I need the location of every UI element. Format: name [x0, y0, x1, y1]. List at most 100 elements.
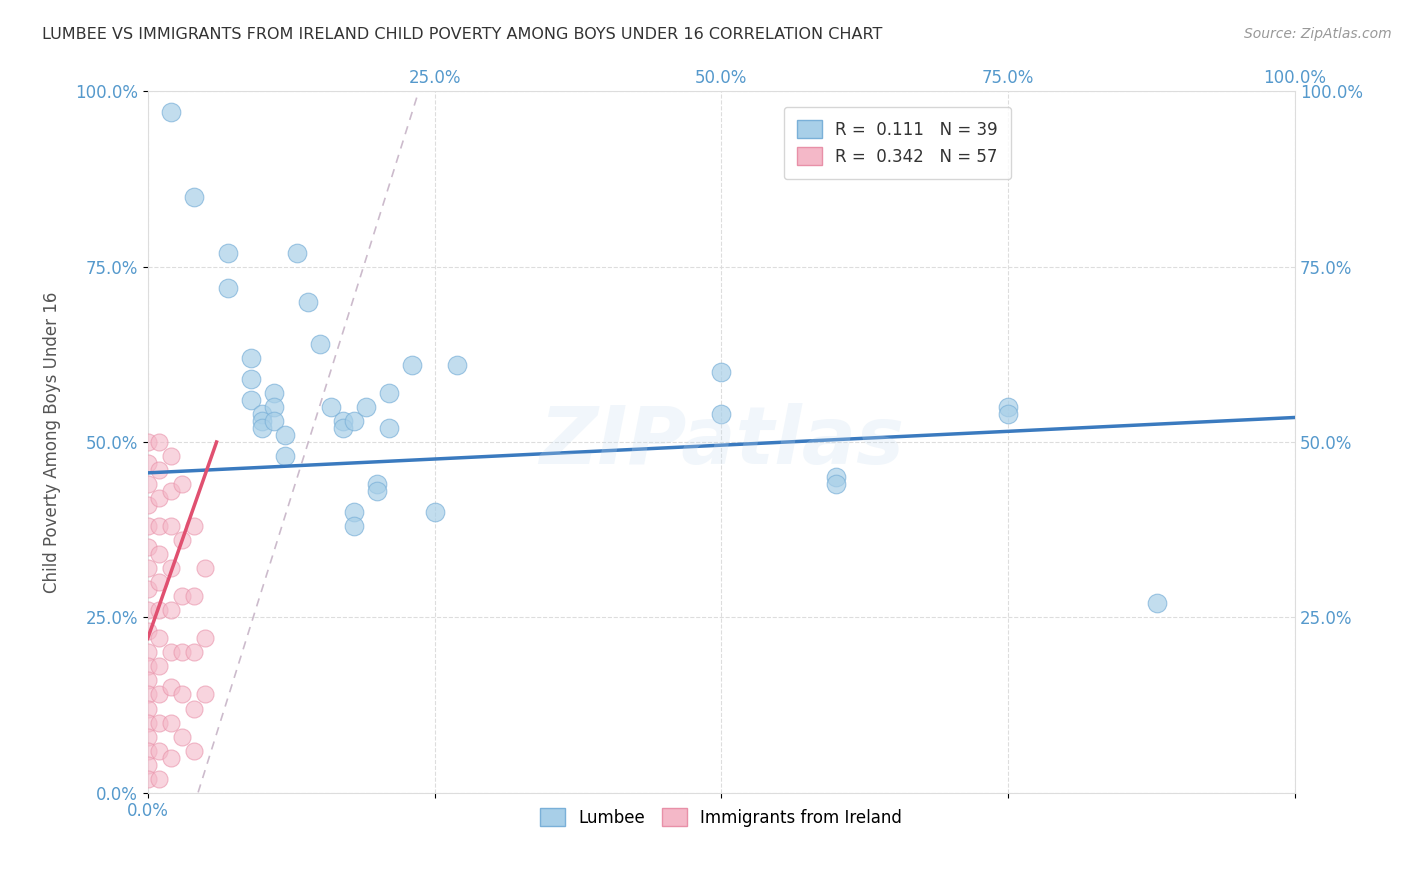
Point	[159, 519, 181, 533]
Point	[136, 477, 159, 491]
Legend: Lumbee, Immigrants from Ireland: Lumbee, Immigrants from Ireland	[534, 801, 910, 833]
Point	[136, 561, 159, 575]
Point	[240, 372, 263, 386]
Point	[136, 743, 159, 757]
Point	[183, 743, 205, 757]
Point	[136, 645, 159, 659]
Point	[194, 688, 217, 702]
Point	[136, 730, 159, 744]
Point	[274, 428, 297, 442]
Point	[148, 743, 170, 757]
Point	[263, 400, 285, 414]
Point	[148, 463, 170, 477]
Point	[172, 730, 194, 744]
Point	[710, 365, 733, 379]
Point	[148, 659, 170, 673]
Point	[217, 281, 239, 295]
Point	[172, 589, 194, 603]
Point	[159, 715, 181, 730]
Point	[183, 701, 205, 715]
Point	[183, 645, 205, 659]
Point	[136, 498, 159, 512]
Point	[183, 189, 205, 203]
Point	[136, 540, 159, 554]
Point	[240, 392, 263, 407]
Point	[148, 491, 170, 505]
Point	[148, 547, 170, 561]
Point	[297, 294, 319, 309]
Text: LUMBEE VS IMMIGRANTS FROM IRELAND CHILD POVERTY AMONG BOYS UNDER 16 CORRELATION : LUMBEE VS IMMIGRANTS FROM IRELAND CHILD …	[42, 27, 883, 42]
Point	[148, 688, 170, 702]
Point	[136, 715, 159, 730]
Point	[377, 421, 399, 435]
Point	[159, 645, 181, 659]
Point	[252, 421, 274, 435]
Point	[136, 701, 159, 715]
Point	[997, 407, 1019, 421]
Point	[343, 414, 366, 428]
Point	[354, 400, 377, 414]
Point	[274, 449, 297, 463]
Point	[148, 435, 170, 450]
Point	[366, 477, 388, 491]
Y-axis label: Child Poverty Among Boys Under 16: Child Poverty Among Boys Under 16	[44, 292, 60, 592]
Point	[136, 435, 159, 450]
Point	[172, 477, 194, 491]
Point	[148, 519, 170, 533]
Point	[825, 470, 848, 484]
Point	[148, 632, 170, 646]
Point	[308, 336, 330, 351]
Point	[183, 589, 205, 603]
Point	[217, 245, 239, 260]
Point	[159, 603, 181, 617]
Point	[285, 245, 308, 260]
Point	[148, 603, 170, 617]
Point	[172, 533, 194, 548]
Point	[194, 561, 217, 575]
Point	[159, 484, 181, 499]
Point	[136, 582, 159, 597]
Point	[263, 386, 285, 401]
Point	[997, 400, 1019, 414]
Point	[136, 624, 159, 639]
Point	[148, 715, 170, 730]
Point	[136, 673, 159, 688]
Point	[136, 519, 159, 533]
Point	[825, 477, 848, 491]
Point	[159, 449, 181, 463]
Point	[159, 681, 181, 695]
Point	[401, 358, 423, 372]
Point	[252, 414, 274, 428]
Point	[423, 505, 446, 519]
Point	[252, 407, 274, 421]
Point	[148, 575, 170, 590]
Text: ZIPatlas: ZIPatlas	[538, 403, 904, 481]
Point	[172, 688, 194, 702]
Point	[136, 456, 159, 470]
Point	[710, 407, 733, 421]
Point	[240, 351, 263, 365]
Point	[332, 421, 354, 435]
Point	[343, 519, 366, 533]
Point	[332, 414, 354, 428]
Point	[148, 772, 170, 786]
Point	[159, 561, 181, 575]
Point	[377, 386, 399, 401]
Point	[136, 772, 159, 786]
Point	[136, 603, 159, 617]
Point	[183, 519, 205, 533]
Point	[159, 750, 181, 764]
Point	[366, 484, 388, 499]
Point	[172, 645, 194, 659]
Point	[136, 659, 159, 673]
Point	[136, 757, 159, 772]
Point	[159, 105, 181, 120]
Text: Source: ZipAtlas.com: Source: ZipAtlas.com	[1244, 27, 1392, 41]
Point	[321, 400, 343, 414]
Point	[194, 632, 217, 646]
Point	[1146, 596, 1168, 610]
Point	[343, 505, 366, 519]
Point	[136, 688, 159, 702]
Point	[263, 414, 285, 428]
Point	[446, 358, 468, 372]
